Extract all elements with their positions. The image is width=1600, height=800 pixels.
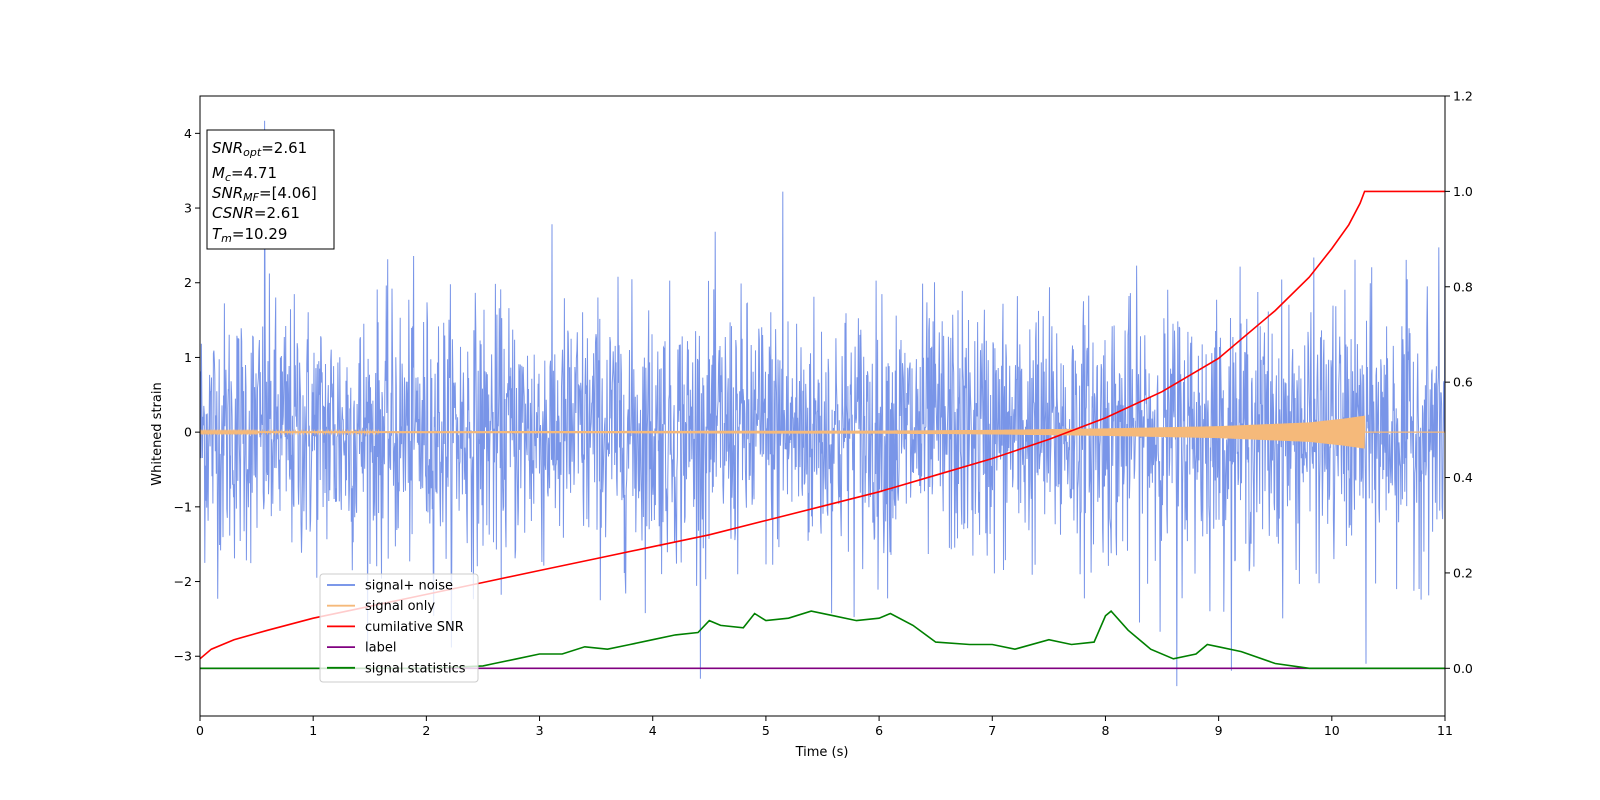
y-left-tick-label: 4 (184, 126, 192, 141)
info-box-frame (206, 129, 335, 250)
y-right-tick-label: 0.6 (1453, 375, 1473, 390)
x-tick-label: 4 (649, 723, 657, 738)
x-tick-label: 11 (1437, 723, 1453, 738)
y-axis-left-label: Whitened strain (150, 382, 165, 485)
legend-label: signal only (365, 599, 435, 614)
y-right-tick-label: 1.0 (1453, 184, 1473, 199)
x-tick-label: 0 (196, 723, 204, 738)
y-left-tick-label: 1 (184, 350, 192, 365)
y-left-tick-label: −2 (174, 574, 192, 589)
legend-label: signal+ noise (365, 579, 453, 594)
x-tick-label: 3 (536, 723, 544, 738)
info-line: CSNR=2.61 (212, 204, 300, 222)
x-axis-label: Time (s) (795, 745, 849, 760)
y-axis-right: 0.0 0.2 0.4 0.6 0.8 1.0 1.2 (1445, 89, 1473, 676)
x-axis: 0 1 2 3 4 5 6 7 8 9 10 11 (196, 716, 1453, 738)
signal-only-line (200, 415, 1445, 449)
y-left-tick-label: 2 (184, 275, 192, 290)
y-left-tick-label: 3 (184, 201, 192, 216)
x-tick-label: 5 (762, 723, 770, 738)
x-tick-label: 9 (1215, 723, 1223, 738)
y-left-tick-label: −3 (174, 649, 192, 664)
legend-label: cumilative SNR (365, 620, 464, 635)
legend-entry: signal statistics (327, 661, 466, 676)
y-right-tick-label: 1.2 (1453, 89, 1473, 104)
y-left-tick-label: 0 (184, 425, 192, 440)
series-signal-only (200, 415, 1445, 449)
info-line: SNRMF=[4.06] (212, 184, 317, 204)
x-tick-label: 8 (1101, 723, 1109, 738)
y-left-tick-label: −1 (174, 499, 192, 514)
plot-frame (199, 95, 1446, 717)
legend-label: label (365, 641, 396, 656)
x-tick-label: 2 (422, 723, 430, 738)
y-axis-left: −3 −2 −1 0 1 2 3 4 (174, 126, 200, 664)
y-right-tick-label: 0.2 (1453, 565, 1473, 580)
legend-entry: signal only (327, 599, 435, 614)
info-line: SNRopt=2.61 (212, 139, 307, 159)
info-line: Tm=10.29 (212, 225, 287, 245)
signal-noise-line (200, 120, 1445, 687)
signal-statistics-line (200, 609, 1445, 670)
y-right-tick-label: 0.0 (1453, 661, 1473, 676)
legend: signal+ noise signal only cumilative SNR la… (319, 573, 479, 683)
y-right-tick-label: 0.8 (1453, 279, 1473, 294)
legend-label: signal statistics (365, 661, 466, 676)
x-tick-label: 6 (875, 723, 883, 738)
x-tick-label: 1 (309, 723, 317, 738)
info-line: Mc=4.71 (212, 164, 277, 184)
y-right-tick-label: 0.4 (1453, 470, 1473, 485)
legend-frame (319, 573, 479, 683)
legend-entry: cumilative SNR (327, 620, 464, 635)
x-tick-label: 7 (988, 723, 996, 738)
x-tick-label: 10 (1324, 723, 1340, 738)
series-signal-statistics (200, 609, 1445, 670)
legend-entry: signal+ noise (327, 579, 453, 594)
legend-entry: label (327, 641, 396, 656)
series-signal-noise (200, 120, 1445, 687)
